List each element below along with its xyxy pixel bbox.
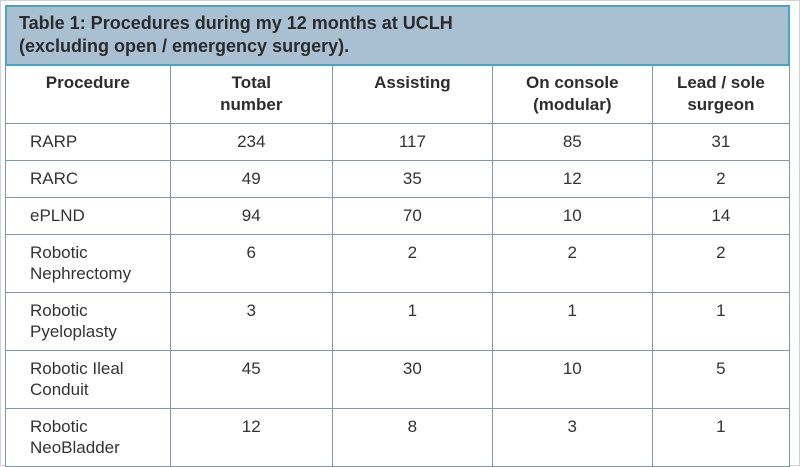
table-title-line1: Table 1: Procedures during my 12 months … [19, 13, 453, 33]
cell-total: 45 [169, 350, 333, 409]
cell-total: 234 [169, 123, 333, 161]
header-on-console: On console (modular) [491, 66, 653, 124]
header-assisting-line1: Assisting [374, 73, 451, 92]
header-console-line2: (modular) [533, 95, 612, 114]
header-procedure: Procedure [5, 66, 171, 124]
header-procedure-line1: Procedure [45, 73, 130, 92]
cell-lead: 5 [651, 350, 791, 409]
cell-procedure: Robotic Nephrectomy [5, 234, 171, 293]
cell-procedure: ePLND [5, 197, 171, 235]
table-title-line2: (excluding open / emergency surgery). [19, 36, 350, 56]
cell-total: 6 [169, 234, 333, 293]
cell-console: 3 [491, 408, 653, 467]
cell-console: 2 [491, 234, 653, 293]
cell-lead: 2 [651, 234, 791, 293]
header-lead-line1: Lead / sole [676, 73, 765, 92]
header-assisting: Assisting [331, 66, 493, 124]
cell-console: 10 [491, 350, 653, 409]
cell-assisting: 117 [331, 123, 493, 161]
header-console-line1: On console [526, 73, 619, 92]
cell-assisting: 70 [331, 197, 493, 235]
table-header: Procedure Total number Assisting On cons… [5, 66, 791, 124]
cell-procedure: Robotic Pyeloplasty [5, 292, 171, 351]
cell-total: 49 [169, 160, 333, 198]
cell-lead: 31 [651, 123, 791, 161]
cell-lead: 1 [651, 408, 791, 467]
header-lead-sole-surgeon: Lead / sole surgeon [651, 66, 791, 124]
header-row: Procedure Total number Assisting On cons… [5, 66, 791, 124]
cell-console: 10 [491, 197, 653, 235]
cell-total: 12 [169, 408, 333, 467]
cell-lead: 14 [651, 197, 791, 235]
table-row: Robotic Ileal Conduit 45 30 10 5 [5, 350, 791, 409]
table-row: Robotic NeoBladder 12 8 3 1 [5, 408, 791, 467]
table-row: RARC 49 35 12 2 [5, 160, 791, 198]
cell-assisting: 8 [331, 408, 493, 467]
cell-console: 12 [491, 160, 653, 198]
cell-procedure: Robotic Ileal Conduit [5, 350, 171, 409]
procedures-table: Procedure Total number Assisting On cons… [5, 66, 791, 467]
cell-procedure: RARC [5, 160, 171, 198]
table-row: ePLND 94 70 10 14 [5, 197, 791, 235]
cell-assisting: 35 [331, 160, 493, 198]
cell-total: 94 [169, 197, 333, 235]
table-title-bar: Table 1: Procedures during my 12 months … [5, 5, 790, 66]
table-row: Robotic Pyeloplasty 3 1 1 1 [5, 292, 791, 351]
table-row: RARP 234 117 85 31 [5, 123, 791, 161]
cell-procedure: Robotic NeoBladder [5, 408, 171, 467]
cell-console: 85 [491, 123, 653, 161]
cell-assisting: 30 [331, 350, 493, 409]
table-body: RARP 234 117 85 31 RARC 49 35 12 2 ePLND… [5, 123, 791, 467]
header-total-line2: number [220, 95, 283, 114]
table-row: Robotic Nephrectomy 6 2 2 2 [5, 234, 791, 293]
header-total-number: Total number [169, 66, 333, 124]
header-lead-line2: surgeon [687, 95, 755, 114]
cell-assisting: 2 [331, 234, 493, 293]
cell-console: 1 [491, 292, 653, 351]
cell-lead: 1 [651, 292, 791, 351]
header-total-line1: Total [231, 73, 271, 92]
cell-lead: 2 [651, 160, 791, 198]
cell-procedure: RARP [5, 123, 171, 161]
cell-total: 3 [169, 292, 333, 351]
cell-assisting: 1 [331, 292, 493, 351]
